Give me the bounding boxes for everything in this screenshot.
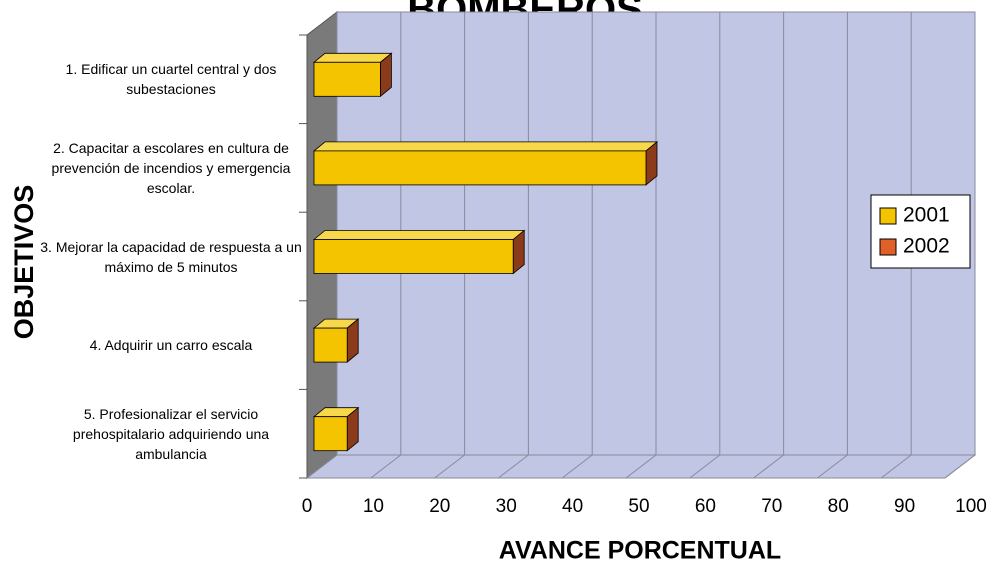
- x-tick-label: 70: [761, 496, 782, 517]
- x-tick-label: 0: [302, 496, 313, 517]
- x-tick-label: 90: [894, 496, 915, 517]
- bar-face: [312, 230, 526, 240]
- category-label: 3. Mejorar la capacidad de respuesta a u…: [40, 238, 302, 275]
- floor-grid-line: [306, 454, 338, 479]
- legend-swatch: [879, 207, 897, 225]
- x-tick-label: 10: [363, 496, 384, 517]
- bar: [312, 229, 526, 275]
- floor-grid-line: [753, 454, 784, 479]
- bar-face: [313, 239, 514, 274]
- floor-grid-line: [817, 454, 848, 479]
- bar: [312, 52, 393, 98]
- x-tick-label: 30: [496, 496, 517, 517]
- legend-box: [870, 194, 971, 269]
- category-label: 1. Edificar un cuartel central y dos sub…: [65, 61, 277, 98]
- x-tick-label: 100: [955, 496, 987, 517]
- legend-label: 2001: [903, 204, 950, 227]
- category-label: 4. Adquirir un carro escala: [89, 337, 253, 354]
- floor-grid-line: [625, 454, 657, 479]
- floor-grid-line: [561, 454, 593, 479]
- floor-grid-line: [498, 454, 529, 479]
- category-label: 2. Capacitar a escolares en cultura de p…: [51, 139, 291, 196]
- floor-grid-line: [689, 454, 721, 479]
- bar: [312, 141, 659, 186]
- x-axis-label: AVANCE PORCENTUAL: [499, 537, 781, 565]
- floor-grid-line: [434, 454, 465, 479]
- x-tick-label: 80: [828, 496, 849, 517]
- x-tick-label: 40: [562, 496, 583, 517]
- bar-face: [313, 61, 381, 97]
- x-tick-label: 20: [429, 496, 450, 517]
- floor-grid-line: [370, 454, 402, 479]
- category-label: 5. Profesionalizar el servicio prehospit…: [72, 405, 270, 462]
- bar-face: [313, 150, 647, 186]
- x-tick-label: 50: [628, 496, 649, 517]
- bar: [312, 318, 360, 363]
- floor-grid-line: [944, 454, 976, 479]
- bar-face: [312, 141, 659, 152]
- floor-grid-line: [880, 454, 912, 479]
- y-axis-label: OBJETIVOS: [9, 185, 39, 340]
- bar: [312, 406, 360, 452]
- bar-face: [313, 327, 348, 363]
- bar-face: [313, 416, 348, 452]
- legend-label: 2002: [903, 235, 950, 258]
- legend-swatch: [879, 238, 897, 256]
- bar-face: [312, 52, 393, 63]
- x-tick-label: 60: [695, 496, 716, 517]
